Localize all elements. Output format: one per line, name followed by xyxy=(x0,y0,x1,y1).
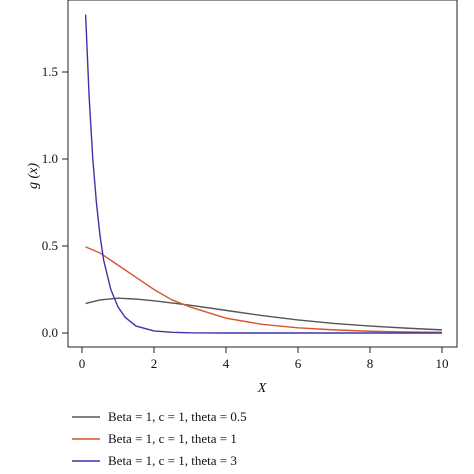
x-tick-label: 0 xyxy=(79,356,86,371)
x-tick-label: 6 xyxy=(295,356,302,371)
legend-item-3: Beta = 1, c = 1, theta = 3 xyxy=(72,453,237,468)
y-tick-label: 1.5 xyxy=(42,64,58,79)
series-line-3 xyxy=(84,14,442,334)
x-axis-label: X xyxy=(257,381,267,396)
legend-item-2: Beta = 1, c = 1, theta = 1 xyxy=(72,431,237,446)
y-axis-label: g (x) xyxy=(26,163,41,189)
series-layer xyxy=(84,14,443,334)
x-tick-label: 4 xyxy=(223,356,230,371)
series-line-1 xyxy=(85,297,443,331)
y-tick-label: 0.0 xyxy=(42,325,58,340)
legend-label: Beta = 1, c = 1, theta = 1 xyxy=(108,431,237,446)
y-axis-ticks: 0.0 0.5 1.0 1.5 xyxy=(42,64,68,340)
x-tick-label: 10 xyxy=(436,356,449,371)
legend: Beta = 1, c = 1, theta = 0.5 Beta = 1, c … xyxy=(72,409,247,468)
x-tick-label: 8 xyxy=(367,356,374,371)
legend-item-1: Beta = 1, c = 1, theta = 0.5 xyxy=(72,409,247,424)
y-tick-label: 1.0 xyxy=(42,151,58,166)
y-tick-label: 0.5 xyxy=(42,238,58,253)
x-tick-label: 2 xyxy=(151,356,158,371)
x-axis-ticks: 0 2 4 6 8 10 xyxy=(79,347,449,371)
series-line-2 xyxy=(85,246,443,333)
plot-frame xyxy=(67,0,458,348)
legend-label: Beta = 1, c = 1, theta = 0.5 xyxy=(108,409,247,424)
legend-label: Beta = 1, c = 1, theta = 3 xyxy=(108,453,237,468)
